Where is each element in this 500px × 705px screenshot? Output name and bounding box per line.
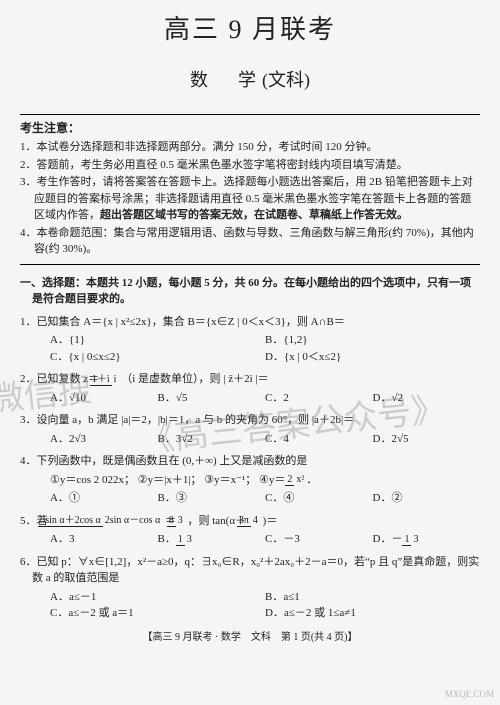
q5-frac3: 3π4 [249,515,260,526]
q5-opt-c: C．－3 [265,531,373,548]
frac-den: 4 [251,515,260,526]
q6: 6．已知 p：∀x∈[1,2]，x²－a≥0，q：∃x₀∈R，x₀²＋2ax₀＋… [20,554,480,622]
frac-num: 3sin α＋2cos α [38,515,102,527]
notice-item: 4．本卷命题范围：集合与常用逻辑用语、函数与导数、三角函数与解三角形(约 70%… [20,225,480,258]
q5: 5．若 3sin α＋2cos α2sin α－cos α ＝ 83 ，则 ta… [20,513,480,548]
notice-head: 考生注意： [20,119,480,137]
q6-stem: 6．已知 p：∀x∈[1,2]，x²－a≥0，q：∃x₀∈R，x₀²＋2ax₀＋… [20,556,479,585]
q2: 2．已知复数 z＝ 1＋ii （i 是虚数单位），则 | z̄＋2i |＝ A．… [20,371,480,406]
q4-t2: ②y＝|x＋1|； [138,474,202,486]
frac-den: i [112,374,119,385]
frac-den: 3 [176,515,185,526]
q5-opt-a: A．3 [50,531,158,548]
q2-stem-post: （i 是虚数单位），则 | z̄＋2i |＝ [121,373,268,385]
frac-num: 8 [167,515,176,527]
q2-opt-c: C．2 [265,390,373,407]
notice-item: 1．本试卷分选择题和非选择题两部分。满分 150 分，考试时间 120 分钟。 [20,139,480,156]
q1: 1．已知集合 A＝{x | x²≤2x}，集合 B＝{x∈Z | 0＜x＜3}，… [20,314,480,366]
subject-title: 数 学(文科) [20,67,480,94]
subject-text: 数 学 [190,70,262,90]
q1-opt-c: C．{x | 0≤x≤2} [50,349,265,366]
q3-opt-c: C．4 [265,431,373,448]
section-head: 一、选择题：本题共 12 小题，每小题 5 分，共 60 分。在每小题给出的四个… [20,275,480,308]
page-title: 高三 9 月联考 [20,10,480,49]
q2-opt-b: B．√5 [158,390,266,407]
q4-t4post: ． [306,474,317,486]
page-footer: 【高三 9 月联考 · 数学 文科 第 1 页(共 4 页)】 [20,630,480,645]
top-divider [20,114,480,115]
notice-item: 2．答题前，考生务必用直径 0.5 毫米黑色墨水签字笔将密封线内项目填写清楚。 [20,157,480,174]
frac-den: 3 [411,534,420,545]
q4-opt-d: D．② [373,490,481,507]
notice-item: 3．考生作答时，请将答案答在答题卡上。选择题每小题选出答案后，用 2B 铅笔把答… [20,174,480,224]
q5-opt-b: B．13 [158,531,266,548]
frac-num: 3π [237,515,251,527]
q4-opt-c: C．④ [265,490,373,507]
q4-opt-b: B．③ [158,490,266,507]
frac-num: 1＋i [90,374,112,386]
q3: 3．设向量 a，b 满足 |a|＝2，|b|＝1，a 与 b 的夹角为 60°，… [20,412,480,447]
q3-opt-a: A．2√3 [50,431,158,448]
q5-post: )＝ [263,515,278,527]
q4-stem: 4．下列函数中，既是偶函数且在 (0,＋∞) 上又是减函数的是 [20,455,307,467]
q4-t4pre: ④y＝ [259,474,285,486]
q5-b-pre: B． [158,533,176,545]
q5-opt-d: D．－13 [373,531,481,548]
q4-t1: ①y＝cos 2 022x； [50,474,135,486]
subject-paren: (文科) [262,70,310,90]
q5-b-frac: 13 [176,534,194,545]
q1-opt-b: B．{1,2} [265,332,480,349]
frac-den: 2sin α－cos α [103,515,162,526]
q5-d-pre: D．－ [373,533,403,545]
q6-opt-c: C．a≤－2 或 a＝1 [50,605,265,622]
q3-opt-d: D．2√5 [373,431,481,448]
q4-t3: ③y＝x⁻¹； [204,474,256,486]
q2-stem-pre: 2．已知复数 z＝ [20,373,99,385]
mid-divider [20,264,480,265]
notice-block: 考生注意： 1．本试卷分选择题和非选择题两部分。满分 150 分，考试时间 12… [20,119,480,258]
q2-opt-a: A．√10 [50,390,158,407]
q3-stem: 3．设向量 a，b 满足 |a|＝2，|b|＝1，a 与 b 的夹角为 60°，… [20,414,354,426]
frac-num: 1 [176,534,185,546]
q4-opt-a: A．① [50,490,158,507]
frac-den: 3 [185,534,194,545]
q3-opt-b: B．3√2 [158,431,266,448]
q1-stem: 1．已知集合 A＝{x | x²≤2x}，集合 B＝{x∈Z | 0＜x＜3}，… [20,316,345,328]
q4-frac: 2x² [285,474,306,485]
q6-opt-b: B．a≤1 [265,589,480,606]
q4: 4．下列函数中，既是偶函数且在 (0,＋∞) 上又是减函数的是 ①y＝cos 2… [20,453,480,507]
watermark-logo: MXQE.COM [445,688,494,702]
q6-opt-a: A．a≤－1 [50,589,265,606]
notice-bold: 超出答题区域书写的答案无效，在试题卷、草稿纸上作答无效。 [100,209,408,221]
q6-opt-d: D．a≤－2 或 1≤a≠1 [265,605,480,622]
q5-frac1: 3sin α＋2cos α2sin α－cos α [50,515,162,526]
q1-opt-a: A．{1} [50,332,265,349]
frac-den: x² [294,474,306,485]
q2-frac: 1＋ii [102,374,119,385]
q4-subitems: ①y＝cos 2 022x； ②y＝|x＋1|； ③y＝x⁻¹； ④y＝2x²． [32,472,480,489]
q1-opt-d: D．{x | 0＜x≤2} [265,349,480,366]
q5-frac2: 83 [179,515,185,526]
q5-d-frac: 13 [402,534,420,545]
q2-opt-d: D．√2 [373,390,481,407]
section-1: 一、选择题：本题共 12 小题，每小题 5 分，共 60 分。在每小题给出的四个… [20,275,480,645]
